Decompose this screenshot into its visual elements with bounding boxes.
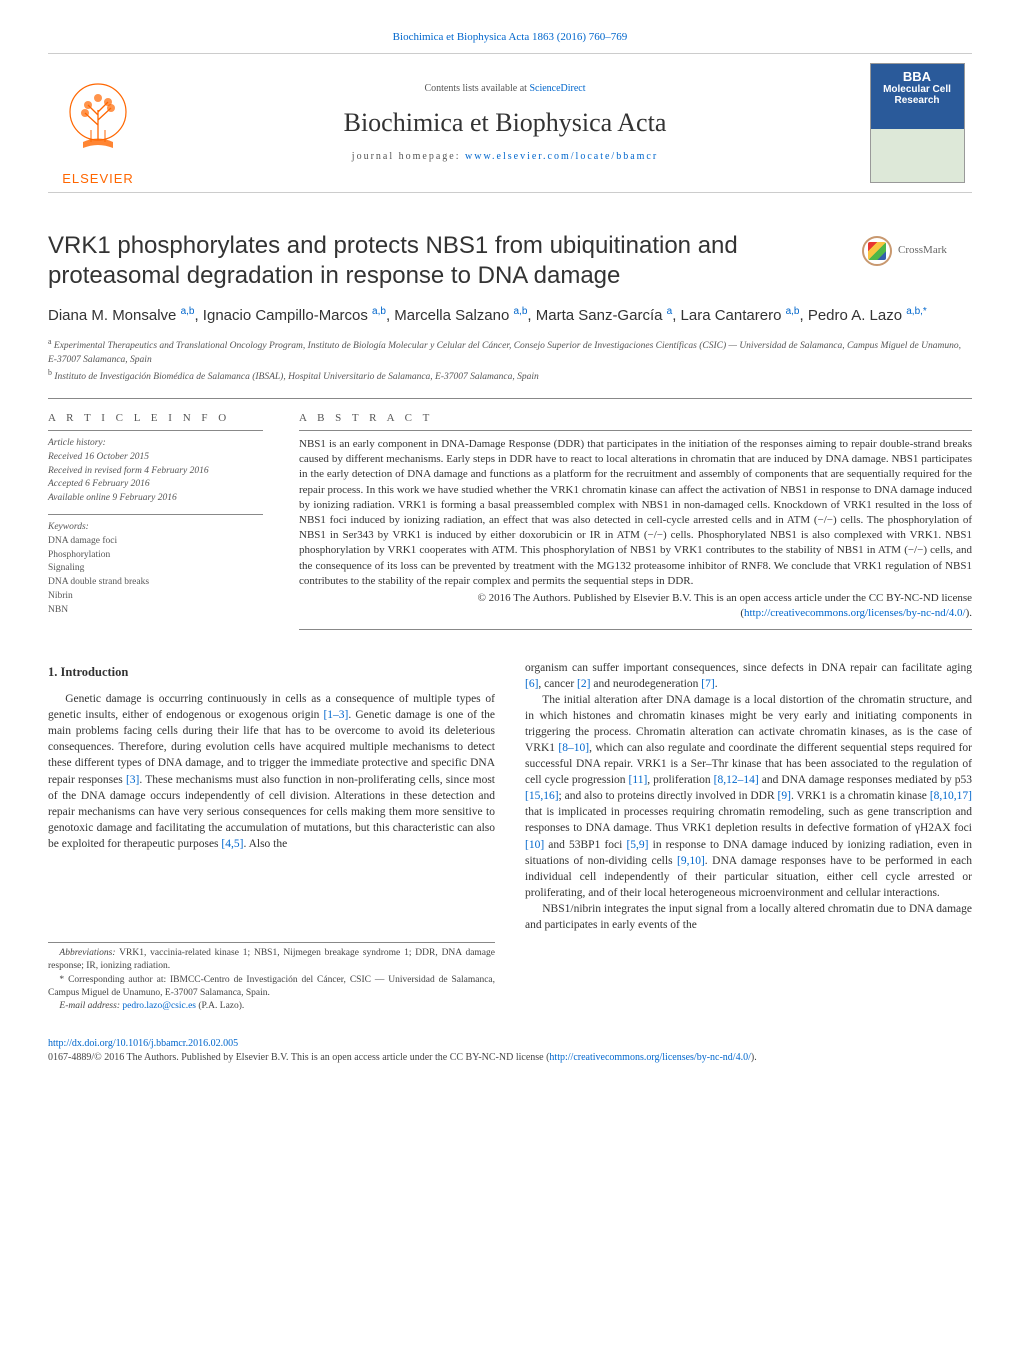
col2-p2: The initial alteration after DNA damage …: [525, 692, 972, 901]
crossmark-icon: [862, 236, 892, 266]
homepage-link[interactable]: www.elsevier.com/locate/bbamcr: [465, 151, 658, 162]
keywords-label: Keywords:: [48, 521, 263, 535]
contents-prefix: Contents lists available at: [424, 83, 529, 94]
email-who: (P.A. Lazo).: [196, 1001, 244, 1011]
keyword: Nibrin: [48, 590, 263, 604]
col2-p3: NBS1/nibrin integrates the input signal …: [525, 901, 972, 933]
doi-link[interactable]: http://dx.doi.org/10.1016/j.bbamcr.2016.…: [48, 1038, 238, 1049]
email-label: E-mail address:: [59, 1001, 122, 1011]
article-history: Article history: Received 16 October 201…: [48, 437, 263, 515]
affiliations: a Experimental Therapeutics and Translat…: [48, 336, 972, 384]
history-label: Article history:: [48, 437, 263, 451]
email-link[interactable]: pedro.lazo@csic.es: [122, 1001, 196, 1011]
affiliation-b: Instituto de Investigación Biomédica de …: [54, 372, 538, 382]
journal-name: Biochimica et Biophysica Acta: [344, 105, 667, 140]
crossmark-badge[interactable]: CrossMark: [862, 233, 972, 269]
abstract-col: A B S T R A C T NBS1 is an early compone…: [299, 403, 972, 629]
history-revised: Received in revised form 4 February 2016: [48, 465, 263, 479]
article-info-col: A R T I C L E I N F O Article history: R…: [48, 403, 263, 629]
keyword: NBN: [48, 604, 263, 618]
footnotes: Abbreviations: VRK1, vaccinia-related ki…: [48, 942, 495, 1013]
journal-homepage: journal homepage: www.elsevier.com/locat…: [352, 150, 658, 164]
abbrev-text: VRK1, vaccinia-related kinase 1; NBS1, N…: [48, 948, 495, 971]
issn-line: 0167-4889/© 2016 The Authors. Published …: [48, 1052, 549, 1063]
license-line: © 2016 The Authors. Published by Elsevie…: [478, 592, 972, 604]
elsevier-tree-icon: [63, 80, 133, 170]
doi-block: http://dx.doi.org/10.1016/j.bbamcr.2016.…: [48, 1037, 972, 1065]
affiliation-a: Experimental Therapeutics and Translatio…: [48, 341, 961, 364]
abstract-text: NBS1 is an early component in DNA-Damage…: [299, 437, 972, 589]
crossmark-label: CrossMark: [898, 243, 947, 258]
running-citation: Biochimica et Biophysica Acta 1863 (2016…: [48, 30, 972, 45]
article-info-head: A R T I C L E I N F O: [48, 403, 263, 431]
history-received: Received 16 October 2015: [48, 451, 263, 465]
keyword: DNA damage foci: [48, 535, 263, 549]
rule-abstract-bottom: [299, 629, 972, 630]
article-title: VRK1 phosphorylates and protects NBS1 fr…: [48, 231, 972, 291]
corresp-text: Corresponding author at: IBMCC-Centro de…: [48, 975, 495, 998]
col2-p1: organism can suffer important consequenc…: [525, 660, 972, 692]
body-col-right: organism can suffer important consequenc…: [525, 660, 972, 1014]
authors: Diana M. Monsalve a,b, Ignacio Campillo-…: [48, 305, 972, 326]
intro-p1: Genetic damage is occurring continuously…: [48, 691, 495, 852]
rule-top: [48, 398, 972, 399]
sciencedirect-link[interactable]: ScienceDirect: [529, 83, 585, 94]
issn-close: ).: [751, 1052, 757, 1063]
keyword: DNA double strand breaks: [48, 576, 263, 590]
license-link[interactable]: http://creativecommons.org/licenses/by-n…: [744, 607, 966, 619]
abbrev-label: Abbreviations:: [59, 948, 115, 958]
body-col-left: 1. Introduction Genetic damage is occurr…: [48, 660, 495, 1014]
history-accepted: Accepted 6 February 2016: [48, 478, 263, 492]
elsevier-logo: ELSEVIER: [48, 54, 148, 192]
header-center: Contents lists available at ScienceDirec…: [148, 54, 862, 192]
body-columns: 1. Introduction Genetic damage is occurr…: [48, 660, 972, 1014]
journal-cover-thumb: BBAMolecular Cell Research: [870, 63, 965, 183]
keywords: Keywords: DNA damage foci Phosphorylatio…: [48, 515, 263, 617]
issn-license-link[interactable]: http://creativecommons.org/licenses/by-n…: [549, 1052, 750, 1063]
keyword: Phosphorylation: [48, 549, 263, 563]
journal-header: ELSEVIER Contents lists available at Sci…: [48, 53, 972, 193]
info-abstract-block: A R T I C L E I N F O Article history: R…: [48, 403, 972, 629]
homepage-prefix: journal homepage:: [352, 151, 465, 162]
history-online: Available online 9 February 2016: [48, 492, 263, 506]
citation-link[interactable]: Biochimica et Biophysica Acta 1863 (2016…: [393, 31, 628, 43]
contents-available: Contents lists available at ScienceDirec…: [424, 82, 585, 96]
license-notice: © 2016 The Authors. Published by Elsevie…: [299, 591, 972, 621]
journal-cover: BBAMolecular Cell Research: [862, 54, 972, 192]
keyword: Signaling: [48, 562, 263, 576]
abstract-head: A B S T R A C T: [299, 403, 972, 431]
intro-heading: 1. Introduction: [48, 664, 495, 682]
elsevier-wordmark: ELSEVIER: [62, 170, 134, 188]
cover-title: BBAMolecular Cell Research: [871, 70, 964, 106]
